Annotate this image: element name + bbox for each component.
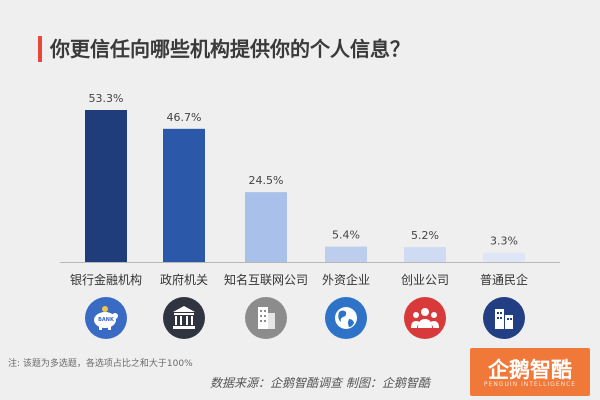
category-label-2: 政府机关	[160, 272, 208, 287]
brand-logo: 企鹅智酷 PENGUIN INTELLIGENCE	[470, 348, 590, 396]
bank-piggy-icon: BANK	[85, 297, 127, 339]
bar-6	[483, 252, 525, 262]
data-label-3: 24.5%	[249, 174, 284, 187]
category-label-3: 知名互联网公司	[224, 272, 308, 287]
data-label-1: 53.3%	[89, 92, 124, 105]
category-label-4: 外资企业	[322, 272, 370, 287]
data-label-2: 46.7%	[167, 111, 202, 124]
bar-5	[404, 247, 446, 262]
title-accent-bar	[38, 36, 42, 62]
category-label-5: 创业公司	[401, 273, 449, 287]
government-building-icon	[163, 297, 205, 339]
data-label-5: 5.2%	[411, 229, 439, 242]
logo-subtext: PENGUIN INTELLIGENCE	[483, 381, 577, 388]
chart-title: 你更信任向哪些机构提供你的个人信息？	[50, 37, 410, 61]
data-source: 数据来源：企鹅智酷调查 制图：企鹅智酷	[210, 376, 430, 390]
bank-label: BANK	[98, 317, 114, 323]
team-icon	[404, 297, 446, 339]
logo-text: 企鹅智酷	[488, 358, 572, 382]
category-label-6: 普通民企	[480, 272, 528, 287]
globe-icon	[325, 297, 367, 339]
data-label-6: 3.3%	[490, 235, 518, 248]
bar-2	[163, 128, 205, 262]
footnote: 注: 该题为多选题，各选项占比之和大于100%	[8, 359, 193, 369]
data-label-4: 5.4%	[332, 229, 360, 242]
city-buildings-icon	[483, 297, 525, 339]
bar-1	[85, 110, 127, 262]
bar-4	[325, 246, 367, 262]
office-building-icon	[245, 297, 287, 339]
category-label-1: 银行金融机构	[70, 272, 142, 287]
bar-3	[245, 192, 287, 262]
